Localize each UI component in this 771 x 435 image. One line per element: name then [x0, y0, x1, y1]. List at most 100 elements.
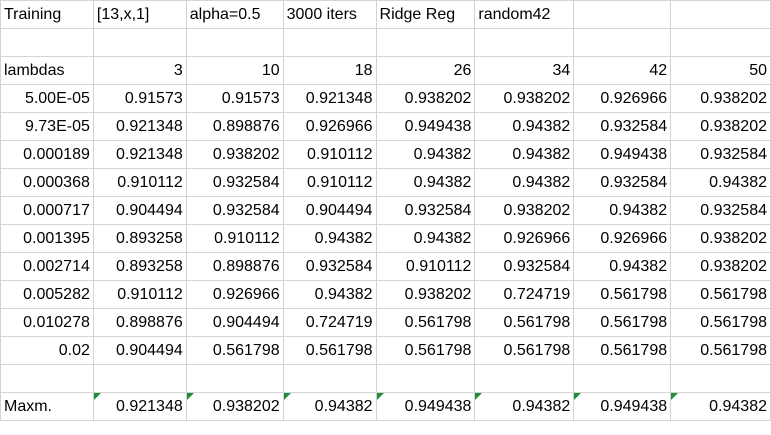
error-indicator-icon[interactable]	[475, 393, 483, 400]
header-cell[interactable]: 3000 iters	[282, 0, 377, 29]
max-value-cell[interactable]: 0.949438	[573, 392, 672, 421]
accuracy-cell[interactable]: 0.94382	[573, 252, 672, 281]
empty-cell[interactable]	[375, 364, 476, 393]
header-cell[interactable]	[670, 0, 771, 29]
error-indicator-icon[interactable]	[574, 393, 582, 400]
lambda-cell[interactable]: 0.001395	[0, 224, 94, 253]
accuracy-cell[interactable]: 0.94382	[474, 168, 575, 197]
accuracy-cell[interactable]: 0.949438	[573, 140, 672, 169]
accuracy-cell[interactable]: 0.932584	[670, 196, 771, 225]
error-indicator-icon[interactable]	[94, 393, 101, 400]
accuracy-cell[interactable]: 0.910112	[282, 168, 377, 197]
accuracy-cell[interactable]: 0.898876	[185, 252, 284, 281]
error-indicator-icon[interactable]	[671, 393, 679, 400]
lambda-cell[interactable]: 0.002714	[0, 252, 94, 281]
accuracy-cell[interactable]: 0.94382	[282, 224, 377, 253]
accuracy-cell[interactable]: 0.938202	[474, 196, 575, 225]
accuracy-cell[interactable]: 0.561798	[474, 308, 575, 337]
lambda-cell[interactable]: 0.005282	[0, 280, 94, 309]
accuracy-cell[interactable]: 0.938202	[185, 140, 284, 169]
accuracy-cell[interactable]: 0.926966	[573, 84, 672, 113]
accuracy-cell[interactable]: 0.932584	[375, 196, 476, 225]
column-header-cell[interactable]: 42	[573, 56, 672, 85]
accuracy-cell[interactable]: 0.932584	[185, 196, 284, 225]
lambda-cell[interactable]: 0.000189	[0, 140, 94, 169]
accuracy-cell[interactable]: 0.561798	[670, 280, 771, 309]
accuracy-cell[interactable]: 0.910112	[92, 280, 187, 309]
error-indicator-icon[interactable]	[187, 393, 194, 400]
lambda-cell[interactable]: 9.73E-05	[0, 112, 94, 141]
accuracy-cell[interactable]: 0.910112	[185, 224, 284, 253]
empty-cell[interactable]	[670, 364, 771, 393]
lambda-cell[interactable]: 5.00E-05	[0, 84, 94, 113]
accuracy-cell[interactable]: 0.898876	[92, 308, 187, 337]
empty-cell[interactable]	[474, 364, 575, 393]
max-value-cell[interactable]: 0.94382	[282, 392, 377, 421]
accuracy-cell[interactable]: 0.921348	[92, 140, 187, 169]
empty-cell[interactable]	[282, 364, 377, 393]
empty-cell[interactable]	[0, 364, 94, 393]
header-cell[interactable]: random42	[474, 0, 575, 29]
max-value-cell[interactable]: 0.921348	[92, 392, 187, 421]
empty-cell[interactable]	[185, 364, 284, 393]
accuracy-cell[interactable]: 0.932584	[185, 168, 284, 197]
max-label-cell[interactable]: Maxm.	[0, 392, 94, 421]
empty-cell[interactable]	[92, 28, 187, 57]
accuracy-cell[interactable]: 0.561798	[573, 280, 672, 309]
column-header-cell[interactable]: 34	[474, 56, 575, 85]
accuracy-cell[interactable]: 0.921348	[282, 84, 377, 113]
empty-cell[interactable]	[185, 28, 284, 57]
accuracy-cell[interactable]: 0.898876	[185, 112, 284, 141]
accuracy-cell[interactable]: 0.938202	[375, 84, 476, 113]
lambdas-label-cell[interactable]: lambdas	[0, 56, 94, 85]
accuracy-cell[interactable]: 0.94382	[375, 140, 476, 169]
accuracy-cell[interactable]: 0.910112	[282, 140, 377, 169]
column-header-cell[interactable]: 3	[92, 56, 187, 85]
accuracy-cell[interactable]: 0.926966	[282, 112, 377, 141]
accuracy-cell[interactable]: 0.561798	[185, 336, 284, 365]
header-cell[interactable]: alpha=0.5	[185, 0, 284, 29]
empty-cell[interactable]	[670, 28, 771, 57]
empty-cell[interactable]	[474, 28, 575, 57]
header-cell[interactable]: Ridge Reg	[375, 0, 476, 29]
accuracy-cell[interactable]: 0.561798	[573, 336, 672, 365]
accuracy-cell[interactable]: 0.932584	[670, 140, 771, 169]
empty-cell[interactable]	[92, 364, 187, 393]
lambda-cell[interactable]: 0.02	[0, 336, 94, 365]
accuracy-cell[interactable]: 0.910112	[375, 252, 476, 281]
accuracy-cell[interactable]: 0.724719	[474, 280, 575, 309]
accuracy-cell[interactable]: 0.94382	[282, 280, 377, 309]
accuracy-cell[interactable]: 0.561798	[375, 336, 476, 365]
accuracy-cell[interactable]: 0.91573	[185, 84, 284, 113]
accuracy-cell[interactable]: 0.893258	[92, 252, 187, 281]
accuracy-cell[interactable]: 0.938202	[670, 224, 771, 253]
accuracy-cell[interactable]: 0.938202	[670, 84, 771, 113]
empty-cell[interactable]	[573, 364, 672, 393]
column-header-cell[interactable]: 50	[670, 56, 771, 85]
accuracy-cell[interactable]: 0.904494	[282, 196, 377, 225]
header-cell[interactable]	[573, 0, 672, 29]
column-header-cell[interactable]: 18	[282, 56, 377, 85]
lambda-cell[interactable]: 0.000717	[0, 196, 94, 225]
accuracy-cell[interactable]: 0.94382	[375, 168, 476, 197]
accuracy-cell[interactable]: 0.904494	[92, 336, 187, 365]
accuracy-cell[interactable]: 0.938202	[474, 84, 575, 113]
accuracy-cell[interactable]: 0.94382	[670, 168, 771, 197]
accuracy-cell[interactable]: 0.938202	[375, 280, 476, 309]
accuracy-cell[interactable]: 0.910112	[92, 168, 187, 197]
accuracy-cell[interactable]: 0.921348	[92, 112, 187, 141]
max-value-cell[interactable]: 0.938202	[185, 392, 284, 421]
max-value-cell[interactable]: 0.94382	[670, 392, 771, 421]
column-header-cell[interactable]: 10	[185, 56, 284, 85]
accuracy-cell[interactable]: 0.938202	[670, 252, 771, 281]
empty-cell[interactable]	[573, 28, 672, 57]
accuracy-cell[interactable]: 0.94382	[573, 196, 672, 225]
accuracy-cell[interactable]: 0.904494	[185, 308, 284, 337]
header-cell[interactable]: Training	[0, 0, 94, 29]
header-cell[interactable]: [13,x,1]	[92, 0, 187, 29]
accuracy-cell[interactable]: 0.938202	[670, 112, 771, 141]
accuracy-cell[interactable]: 0.904494	[92, 196, 187, 225]
lambda-cell[interactable]: 0.010278	[0, 308, 94, 337]
max-value-cell[interactable]: 0.949438	[375, 392, 476, 421]
accuracy-cell[interactable]: 0.932584	[474, 252, 575, 281]
